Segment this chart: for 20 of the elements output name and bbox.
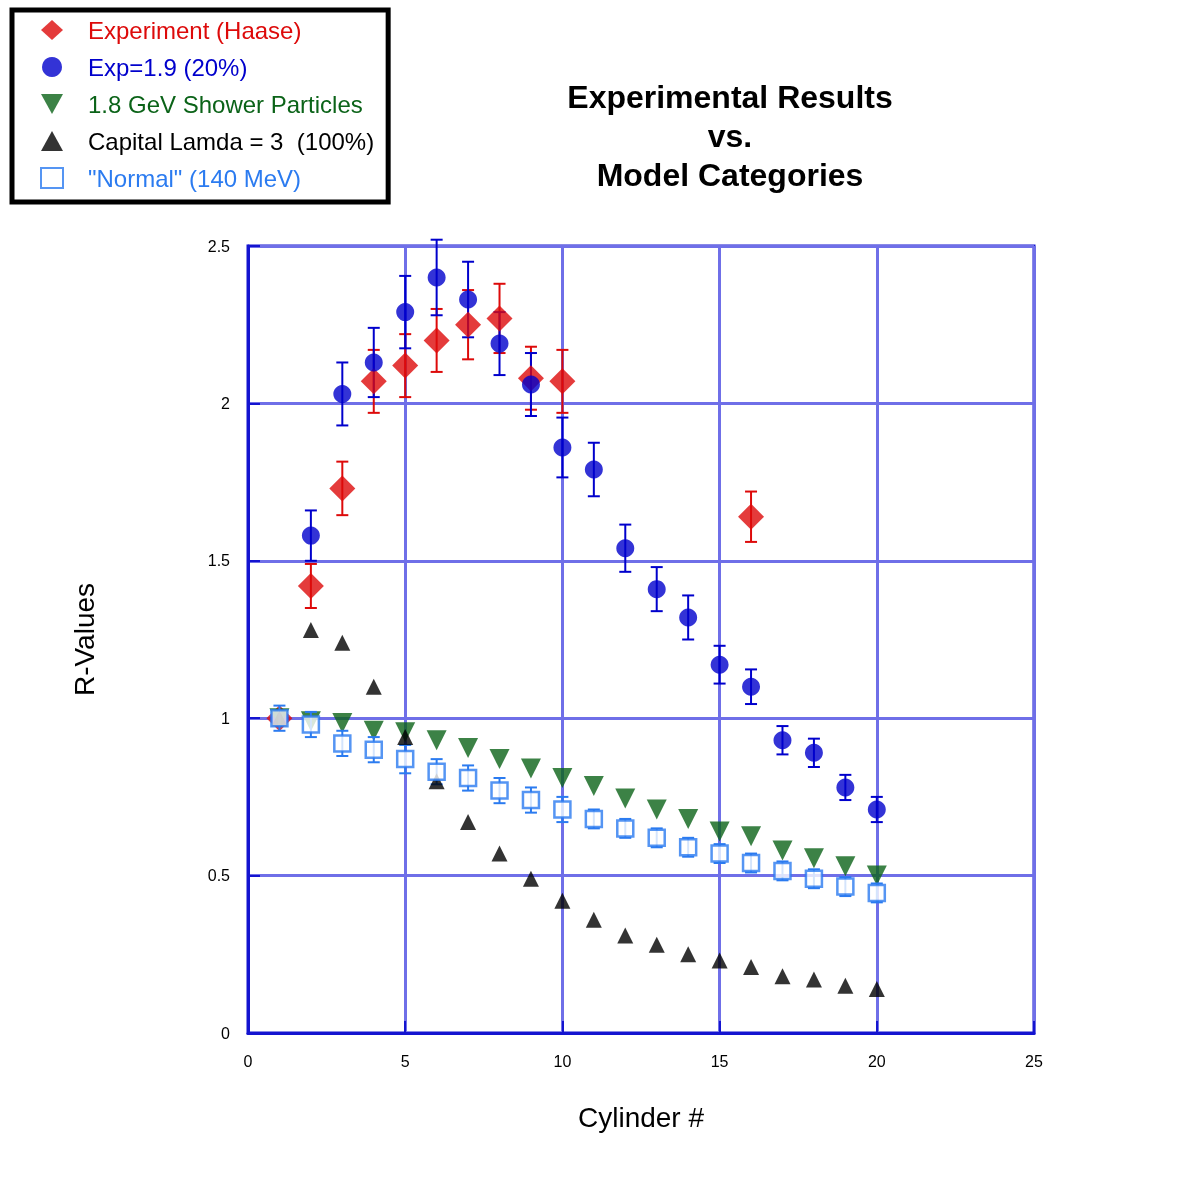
x-axis-title: Cylinder #: [577, 1101, 705, 1133]
x-tick-label: 15: [710, 1052, 729, 1070]
x-tick-label: 5: [400, 1052, 410, 1070]
legend-label: Exp=1.9 (20%): [88, 53, 248, 81]
legend-label: 1.8 GeV Shower Particles: [88, 90, 363, 118]
y-axis-title: R-Values: [68, 582, 100, 697]
x-tick-label: 10: [553, 1052, 572, 1070]
y-tick-label: 2.5: [207, 237, 231, 255]
legend-label: Experiment (Haase): [88, 16, 302, 44]
y-tick-label: 2: [221, 394, 231, 412]
y-tick-label: 1: [221, 709, 231, 727]
legend-label: Capital Lamda = 3 (100%): [88, 127, 375, 155]
x-tick-label: 0: [243, 1052, 253, 1070]
y-tick-label: 1.5: [207, 552, 231, 570]
chart-title: Experimental Results vs. Model Categories: [567, 78, 893, 193]
legend-label: "Normal" (140 MeV): [88, 164, 302, 192]
x-tick-label: 20: [867, 1052, 886, 1070]
x-tick-label: 25: [1025, 1052, 1043, 1070]
y-tick-label: 0.5: [207, 867, 231, 885]
y-tick-label: 0: [221, 1024, 231, 1042]
